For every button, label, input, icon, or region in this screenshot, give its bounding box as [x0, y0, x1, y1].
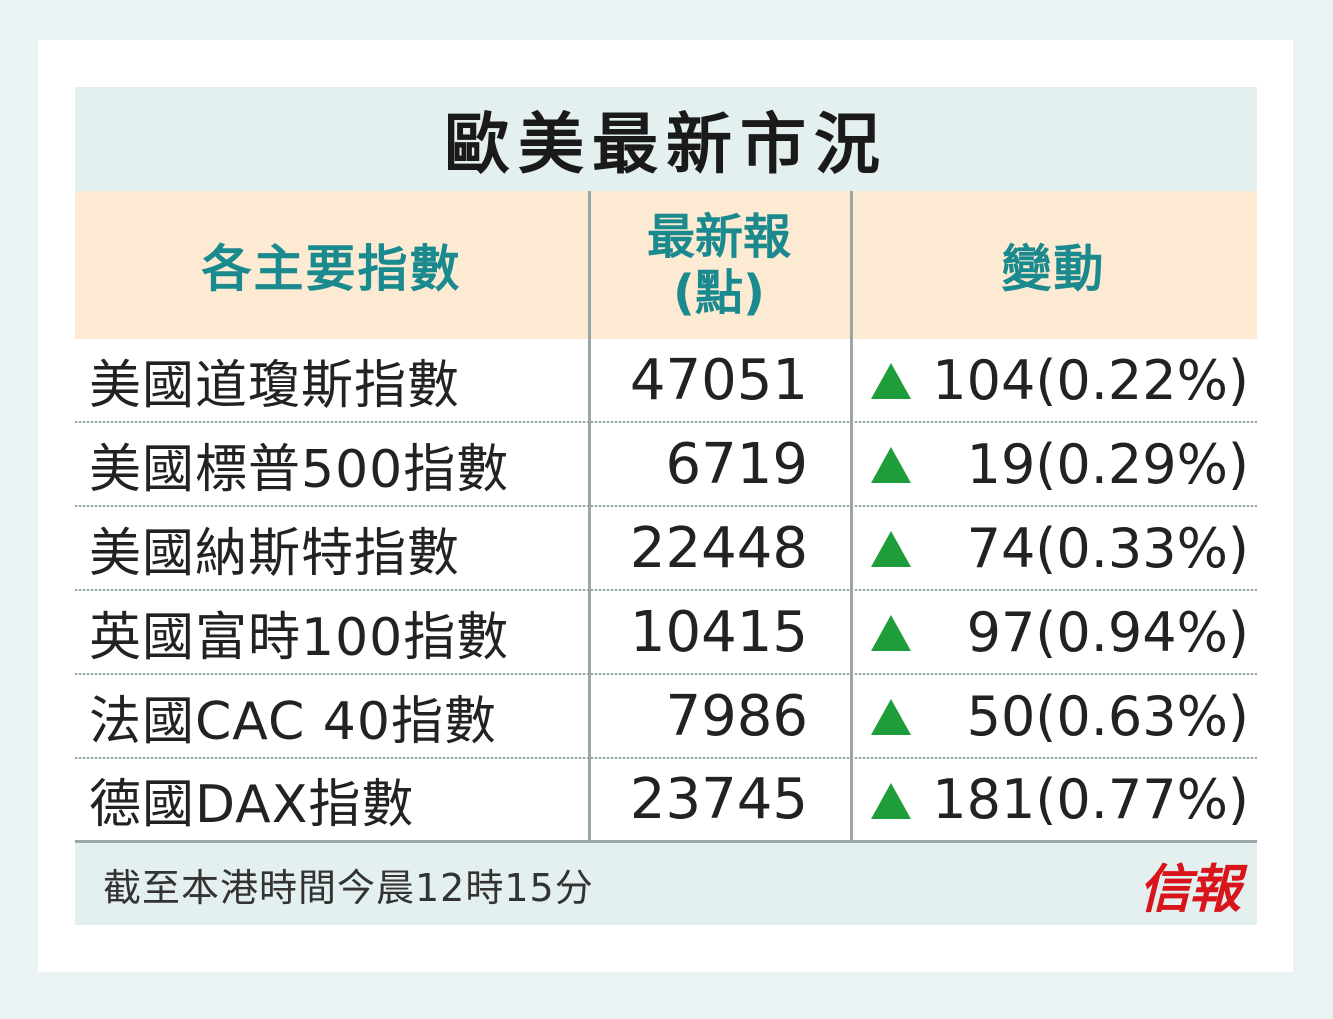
index-value: 10415 [591, 591, 850, 673]
index-value: 7986 [591, 675, 850, 757]
index-value: 22448 [591, 507, 850, 589]
timestamp-note: 截至本港時間今晨12時15分 [103, 866, 594, 910]
header-change-label: 變動 [1001, 240, 1106, 298]
index-change: 74(0.33%) [853, 507, 1257, 589]
up-triangle-icon [871, 783, 911, 819]
index-change: 181(0.77%) [853, 759, 1257, 840]
change-text: 104(0.22%) [932, 348, 1249, 412]
header-index-label: 各主要指數 [201, 240, 462, 298]
table-row: 美國道瓊斯指數 47051 104(0.22%) [75, 339, 1257, 423]
change-text: 74(0.33%) [966, 516, 1249, 580]
index-name: 美國納斯特指數 [75, 507, 588, 589]
table-title: 歐美最新市況 [444, 106, 888, 183]
table-row: 德國DAX指數 23745 181(0.77%) [75, 759, 1257, 843]
header-index-name: 各主要指數 [75, 191, 588, 339]
index-value: 47051 [591, 339, 850, 421]
index-name: 美國標普500指數 [75, 423, 588, 505]
header-latest-unit: (點) [673, 265, 765, 321]
up-triangle-icon [871, 699, 911, 735]
change-text: 181(0.77%) [932, 768, 1249, 831]
header-latest: 最新報 (點) [588, 191, 850, 339]
table-row: 法國CAC 40指數 7986 50(0.63%) [75, 675, 1257, 759]
index-name: 英國富時100指數 [75, 591, 588, 673]
table-row: 英國富時100指數 10415 97(0.94%) [75, 591, 1257, 675]
index-value: 6719 [591, 423, 850, 505]
up-triangle-icon [871, 531, 911, 567]
table-row: 美國納斯特指數 22448 74(0.33%) [75, 507, 1257, 591]
index-change: 104(0.22%) [853, 339, 1257, 421]
index-value: 23745 [591, 759, 850, 840]
header-latest-label: 最新報 [646, 209, 791, 265]
market-table-panel: 歐美最新市況 各主要指數 最新報 (點) 變動 美國道瓊斯指數 47051 10… [75, 87, 1257, 925]
table-header: 各主要指數 最新報 (點) 變動 [75, 191, 1257, 339]
index-name: 德國DAX指數 [75, 759, 588, 840]
column-divider [588, 191, 591, 841]
column-divider [850, 191, 853, 841]
up-triangle-icon [871, 363, 911, 399]
up-triangle-icon [871, 615, 911, 651]
header-change: 變動 [850, 191, 1257, 339]
change-text: 50(0.63%) [966, 684, 1249, 748]
up-triangle-icon [871, 447, 911, 483]
index-name: 法國CAC 40指數 [75, 675, 588, 757]
index-change: 19(0.29%) [853, 423, 1257, 505]
brand-logo: 信報 [1138, 859, 1241, 920]
index-change: 50(0.63%) [853, 675, 1257, 757]
table-row: 美國標普500指數 6719 19(0.29%) [75, 423, 1257, 507]
index-change: 97(0.94%) [853, 591, 1257, 673]
index-name: 美國道瓊斯指數 [75, 339, 588, 421]
change-text: 19(0.29%) [966, 432, 1249, 496]
change-text: 97(0.94%) [966, 600, 1249, 664]
